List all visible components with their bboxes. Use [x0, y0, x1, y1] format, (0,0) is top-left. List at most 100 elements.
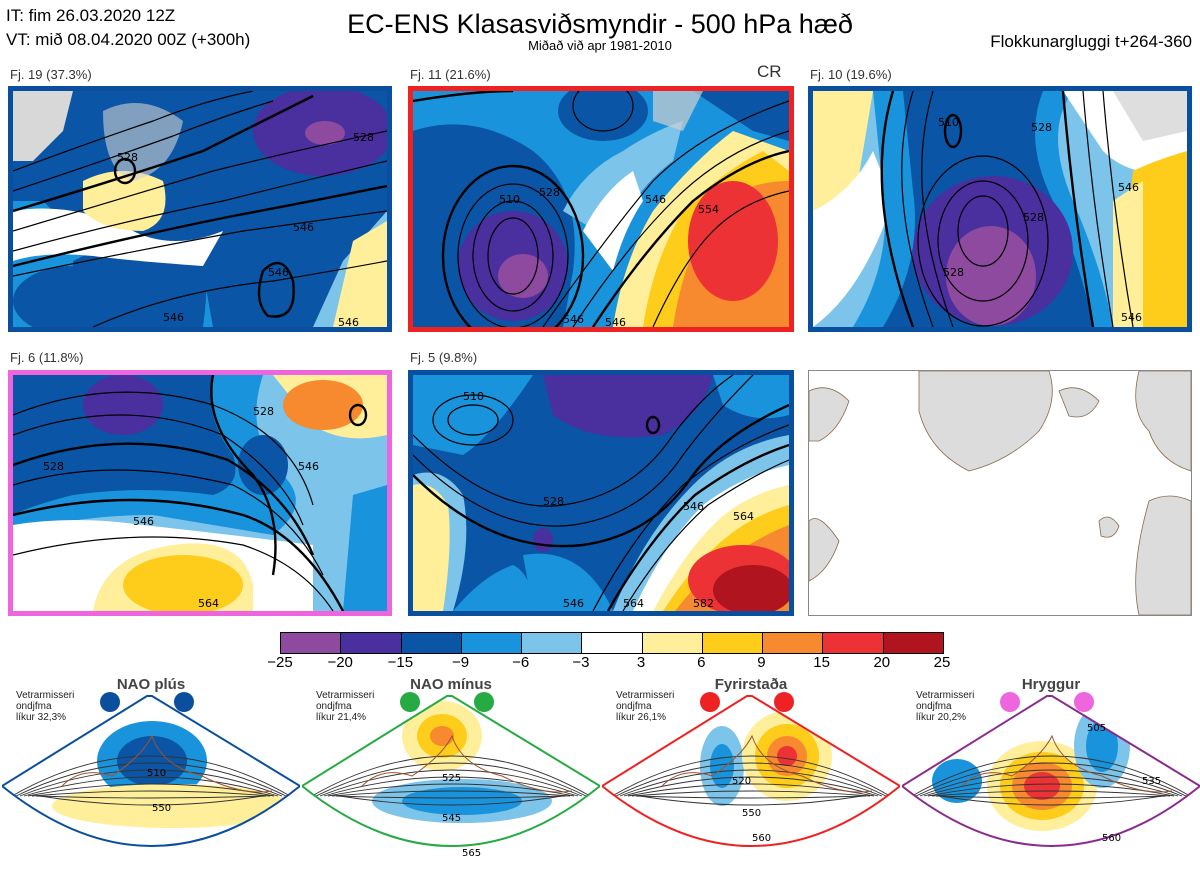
cluster-map-4: 528 546 546 528 564: [8, 370, 392, 616]
contour-label: 564: [198, 597, 219, 610]
contour-label: 546: [683, 500, 704, 513]
contour-label: 546: [563, 313, 584, 326]
regime-contour-label: 560: [752, 833, 771, 844]
regime-stat-line: ondjfma: [316, 701, 352, 712]
contour-label: 546: [133, 515, 154, 528]
contour-label: 546: [1121, 311, 1142, 324]
contour-label: 528: [1023, 211, 1044, 224]
colorbar-tick-label: −20: [327, 654, 353, 671]
regime-stat-line: líkur 26,1%: [616, 712, 667, 723]
regime-stat-line: Vetrarmisseri: [316, 690, 375, 701]
regime-contour-label: 550: [152, 803, 171, 814]
colorbar-swatch: [460, 633, 522, 653]
regime-marker-dot: [700, 692, 720, 712]
contour-label: 528: [943, 266, 964, 279]
panel-label-2: Fj. 11 (21.6%): [410, 67, 491, 82]
colorbar-swatch: [521, 633, 582, 653]
regime-marker-dot: [174, 692, 194, 712]
contour-label: 528: [253, 405, 274, 418]
contour-label: 528: [543, 495, 564, 508]
regime-name: Fyrirstaða: [714, 676, 788, 693]
contour-label: 546: [605, 316, 626, 327]
classification-window: Flokkunargluggi t+264-360: [990, 32, 1192, 51]
contour-label: 510: [463, 390, 484, 403]
contour-label: 546: [645, 193, 666, 206]
regime-stat-line: líkur 21,4%: [316, 712, 367, 723]
contour-label: 546: [1118, 181, 1139, 194]
regime-marker-dot: [100, 692, 120, 712]
contour-label: 528: [539, 186, 560, 199]
colorbar-tick-label: 20: [873, 654, 891, 671]
contour-label: 510: [938, 116, 959, 129]
colorbar-swatch: [822, 633, 883, 653]
panel-label-4: Fj. 6 (11.8%): [10, 350, 84, 365]
regime-contour-label: 550: [742, 808, 761, 819]
colorbar-swatch: [400, 633, 461, 653]
colorbar-tick-label: −9: [451, 654, 470, 671]
panel-label-5: Fj. 5 (9.8%): [410, 350, 478, 365]
contour-label: 510: [499, 193, 520, 206]
regime-marker-dot: [400, 692, 420, 712]
regime-name: NAO mínus: [410, 676, 492, 693]
cluster-map-3: 510 528 528 528 546 546: [808, 86, 1192, 332]
regime-map: 525 545 565 NAO mínus Vetrarmisseri ondjfma lí…: [300, 676, 602, 871]
colorbar-tick-label: −25: [267, 654, 293, 671]
page-title: EC-ENS Klasasviðsmyndir - 500 hPa hæð: [347, 9, 853, 39]
regime-stats: Vetrarmisseri ondjfma líkur 26,1%: [616, 690, 674, 723]
contour-label: 546: [163, 311, 184, 324]
colorbar-tick-label: −3: [572, 654, 590, 671]
contour-label: 528: [353, 131, 374, 144]
regime-stats: Vetrarmisseri ondjfma líkur 32,3%: [16, 690, 74, 723]
regime-stats: Vetrarmisseri ondjfma líkur 21,4%: [316, 690, 374, 723]
colorbar-swatch: [882, 633, 943, 653]
regime-map: 520 550 560 Fyrirstaða Vetrarmisseri ondjfma l…: [600, 676, 902, 871]
regime-stats: Vetrarmisseri ondjfma líkur 20,2%: [916, 690, 974, 723]
contour-label: 528: [1031, 121, 1052, 134]
colorbar-swatch: [281, 633, 341, 653]
regime-stat-line: ondjfma: [616, 701, 652, 712]
colorbar-tick-label: −15: [387, 654, 414, 671]
colorbar-swatch: [762, 633, 823, 653]
contour-label: 564: [623, 597, 644, 610]
contour-label: 546: [293, 221, 314, 234]
regime-contour-label: 545: [442, 813, 461, 824]
contour-label: 528: [117, 151, 138, 164]
contour-label: 528: [43, 460, 64, 473]
contour-label: 546: [563, 597, 584, 610]
colorbar-tick-label: 9: [757, 654, 766, 671]
regime-contour-label: 505: [1087, 723, 1106, 734]
regime-contour-label: 560: [1102, 833, 1121, 844]
panel-label-1: Fj. 19 (37.3%): [10, 67, 92, 82]
contour-label: 546: [298, 460, 319, 473]
regime-name: Hryggur: [1021, 676, 1081, 693]
colorbar-swatch: [701, 633, 763, 653]
colorbar-tick-label: 25: [933, 654, 951, 671]
colorbar-swatch: [581, 633, 642, 653]
colorbar: [280, 632, 944, 654]
colorbar-tick-label: −6: [512, 654, 530, 671]
page-subtitle: Miðað við apr 1981-2010: [528, 38, 672, 53]
regime-stat-line: Vetrarmisseri: [16, 690, 75, 701]
colorbar-tick-label: 6: [697, 654, 706, 671]
contour-label: 554: [698, 203, 719, 216]
regime-row: 510 550 NAO plús Vetrarmisseri ondjfma líkur …: [0, 676, 1200, 871]
regime-stat-line: ondjfma: [916, 701, 952, 712]
colorbar-tick-label: 15: [813, 654, 830, 671]
cluster-map-2: 528 510 546 554 546 546: [408, 86, 794, 332]
colorbar-tick-label: 3: [636, 654, 646, 671]
regime-stat-line: ondjfma: [16, 701, 52, 712]
regime-marker-dot: [774, 692, 794, 712]
cluster-map-1: 528 546 546 546 546 528: [8, 86, 392, 332]
contour-label: 582: [693, 597, 714, 610]
regime-contour-label: 525: [442, 773, 461, 784]
panel-tag-cr: CR: [757, 62, 782, 81]
contour-label: 546: [268, 266, 289, 279]
regime-name: NAO plús: [116, 676, 186, 693]
regime-contour-label: 535: [1142, 776, 1161, 787]
colorbar-ticks: −25 −20 −15 −9 −6 −3 3 6 9 15 20 25: [267, 652, 950, 672]
regime-marker-dot: [1074, 692, 1094, 712]
regime-map: 505 535 560 Hryggur Vetrarmisseri ondjfma líku…: [900, 676, 1200, 871]
regime-marker-dot: [1000, 692, 1020, 712]
regime-stat-line: líkur 32,3%: [16, 712, 67, 723]
contour-label: 546: [338, 316, 359, 327]
